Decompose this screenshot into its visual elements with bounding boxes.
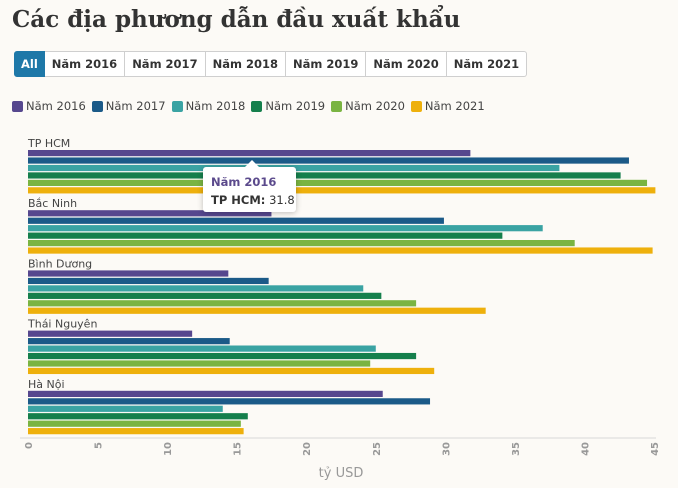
bar[interactable] <box>28 240 575 247</box>
bar[interactable] <box>28 398 431 405</box>
bar[interactable] <box>28 330 193 337</box>
bar[interactable] <box>28 172 621 179</box>
bar[interactable] <box>28 225 543 232</box>
x-tick-label: 35 <box>511 442 522 456</box>
legend-item-2021[interactable]: Năm 2021 <box>410 99 485 113</box>
category-label: Hà Nội <box>28 378 65 391</box>
bar[interactable] <box>28 292 382 299</box>
tooltip-category: TP HCM <box>211 193 261 207</box>
category-label: Bình Dương <box>28 257 92 270</box>
bar[interactable] <box>28 338 230 345</box>
x-axis-title: tỷ USD <box>319 466 364 481</box>
category-label: TP HCM <box>27 137 70 150</box>
bar[interactable] <box>28 187 656 194</box>
x-tick-label: 15 <box>233 442 244 456</box>
year-filter-tabs: All Năm 2016 Năm 2017 Năm 2018 Năm 2019 … <box>14 51 528 77</box>
bar[interactable] <box>28 352 417 360</box>
legend-swatch <box>12 100 23 112</box>
bar[interactable] <box>28 232 503 239</box>
tooltip-value: 31.8 <box>269 193 295 207</box>
bar[interactable] <box>28 428 244 435</box>
bar[interactable] <box>28 150 471 157</box>
tooltip-separator: : <box>260 193 266 207</box>
legend: Năm 2016 Năm 2017 Năm 2018 Năm 2019 Năm … <box>12 99 491 113</box>
legend-item-2020[interactable]: Năm 2020 <box>331 99 405 113</box>
legend-item-2017[interactable]: Năm 2017 <box>91 99 166 113</box>
x-tick-label: 20 <box>302 442 313 456</box>
legend-label: Năm 2018 <box>185 99 246 113</box>
bar[interactable] <box>28 360 371 367</box>
legend-label: Năm 2020 <box>345 99 405 113</box>
bar[interactable] <box>28 270 229 277</box>
legend-label: Năm 2017 <box>105 99 166 113</box>
legend-item-2019[interactable]: Năm 2019 <box>251 99 325 113</box>
chart-tooltip: Năm 2016 TP HCM: 31.8 <box>203 160 296 212</box>
bar[interactable] <box>28 390 383 397</box>
bar[interactable] <box>28 210 272 217</box>
x-tick-label: 30 <box>441 442 452 456</box>
legend-item-2018[interactable]: Năm 2018 <box>171 99 246 113</box>
bar[interactable] <box>28 217 444 224</box>
category-label: Thái Nguyên <box>27 318 97 331</box>
legend-swatch <box>331 100 343 112</box>
bar[interactable] <box>28 367 435 375</box>
x-tick-label: 40 <box>580 442 591 456</box>
tab-2017[interactable]: Năm 2017 <box>125 51 206 77</box>
bar[interactable] <box>28 247 653 254</box>
bar[interactable] <box>28 179 648 186</box>
bar[interactable] <box>28 420 241 427</box>
legend-swatch <box>91 100 103 112</box>
x-tick-label: 10 <box>163 442 174 456</box>
bar[interactable] <box>28 277 269 285</box>
legend-label: Năm 2021 <box>424 99 485 113</box>
bar[interactable] <box>28 157 629 164</box>
tab-2020[interactable]: Năm 2020 <box>366 51 447 77</box>
legend-label: Năm 2019 <box>265 99 326 113</box>
legend-label: Năm 2016 <box>26 99 86 113</box>
tooltip-line: TP HCM: 31.8 <box>211 193 296 207</box>
x-tick-label: 25 <box>372 442 383 456</box>
tab-2016[interactable]: Năm 2016 <box>44 51 126 77</box>
tab-all[interactable]: All <box>14 51 45 77</box>
bar[interactable] <box>28 285 364 292</box>
legend-item-2016[interactable]: Năm 2016 <box>12 99 86 113</box>
bar[interactable] <box>28 413 248 420</box>
bar[interactable] <box>28 300 417 307</box>
tab-2019[interactable]: Năm 2019 <box>285 51 367 77</box>
tooltip-series: Năm 2016 <box>211 175 277 189</box>
bar[interactable] <box>28 405 223 412</box>
legend-swatch <box>410 100 422 112</box>
x-tick-label: 45 <box>650 442 661 456</box>
bar[interactable] <box>28 345 376 352</box>
x-tick-label: 0 <box>24 442 35 449</box>
category-label: Bắc Ninh <box>28 197 77 210</box>
legend-swatch <box>251 100 263 112</box>
legend-swatch <box>171 100 183 112</box>
x-tick-label: 5 <box>94 442 105 449</box>
tab-2021[interactable]: Năm 2021 <box>446 51 528 77</box>
tab-2018[interactable]: Năm 2018 <box>205 51 286 77</box>
bar[interactable] <box>28 307 486 314</box>
chart-title: Các địa phương dẫn đầu xuất khẩu <box>12 6 461 33</box>
